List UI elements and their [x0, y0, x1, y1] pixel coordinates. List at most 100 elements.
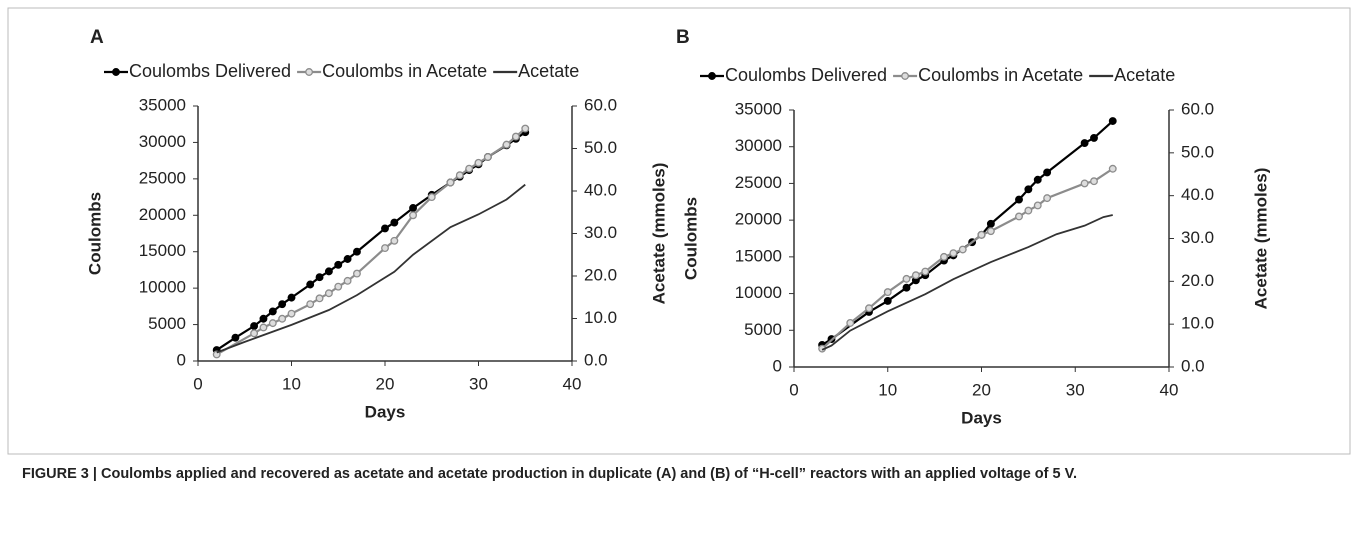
- y-axis-label: Coulombs: [85, 192, 104, 275]
- y-tick-label: 15000: [735, 246, 782, 265]
- y-tick-label: 25000: [735, 173, 782, 192]
- y-axis-label: Coulombs: [681, 197, 700, 280]
- data-point: [1090, 133, 1098, 142]
- y2-tick-label: 20.0: [584, 265, 617, 284]
- legend-marker: [112, 68, 120, 76]
- data-point: [1024, 185, 1033, 194]
- data-point: [334, 260, 343, 269]
- x-tick-label: 20: [972, 380, 991, 399]
- data-point: [502, 140, 511, 149]
- data-point: [921, 267, 930, 276]
- x-tick-label: 30: [469, 374, 488, 393]
- data-point: [353, 247, 361, 256]
- data-point: [1080, 139, 1089, 147]
- data-point: [390, 218, 399, 227]
- y-tick-label: 0: [773, 356, 782, 375]
- data-point: [409, 204, 417, 212]
- legend-label: Coulombs in Acetate: [322, 61, 487, 81]
- data-point: [446, 178, 455, 187]
- data-point: [1033, 175, 1042, 184]
- y2-tick-label: 60.0: [584, 95, 617, 114]
- data-point: [1043, 168, 1052, 177]
- legend-marker: [305, 68, 314, 76]
- data-point: [381, 224, 389, 233]
- x-tick-label: 40: [1160, 380, 1179, 399]
- data-point: [324, 267, 333, 276]
- data-point: [521, 124, 530, 133]
- y-tick-label: 10000: [139, 278, 186, 297]
- series-line: [821, 214, 1113, 351]
- data-point: [883, 296, 892, 305]
- data-point: [1080, 179, 1089, 188]
- data-point: [865, 304, 873, 313]
- legend-label: Coulombs Delivered: [725, 65, 887, 85]
- data-point: [287, 293, 296, 302]
- data-point: [315, 294, 324, 303]
- data-point: [958, 245, 967, 254]
- data-point: [940, 252, 948, 261]
- data-point: [474, 158, 483, 167]
- data-point: [315, 273, 324, 282]
- data-point: [343, 255, 352, 263]
- y-tick-label: 35000: [735, 99, 782, 118]
- data-point: [902, 283, 911, 292]
- legend-label: Coulombs in Acetate: [918, 65, 1083, 85]
- data-point: [902, 274, 911, 283]
- data-point: [1033, 201, 1042, 210]
- data-point: [977, 230, 986, 239]
- data-point: [334, 282, 343, 291]
- data-point: [1090, 177, 1098, 186]
- data-point: [883, 288, 892, 297]
- figure-caption: FIGURE 3 | Coulombs applied and recovere…: [22, 466, 1077, 482]
- x-tick-label: 40: [563, 374, 582, 393]
- x-tick-label: 10: [282, 374, 301, 393]
- y2-tick-label: 30.0: [1181, 228, 1214, 247]
- data-point: [409, 211, 417, 220]
- data-point: [268, 307, 277, 316]
- data-point: [483, 153, 492, 161]
- data-point: [986, 219, 995, 228]
- data-point: [1015, 212, 1023, 221]
- y2-tick-label: 20.0: [1181, 271, 1214, 290]
- data-point: [911, 271, 920, 280]
- legend-label: Acetate: [1114, 65, 1175, 85]
- legend-label: Acetate: [518, 61, 579, 81]
- data-point: [465, 164, 474, 173]
- data-point: [259, 314, 268, 323]
- data-point: [287, 309, 296, 318]
- data-point: [278, 314, 287, 323]
- data-point: [343, 276, 352, 285]
- x-axis-label: Days: [961, 408, 1002, 427]
- data-point: [381, 244, 389, 253]
- y-tick-label: 5000: [148, 314, 186, 333]
- y2-tick-label: 30.0: [584, 223, 617, 242]
- data-point: [511, 132, 520, 141]
- data-point: [949, 249, 958, 258]
- y2-tick-label: 50.0: [584, 138, 617, 157]
- x-tick-label: 0: [193, 374, 202, 393]
- y2-tick-label: 10.0: [1181, 314, 1214, 333]
- data-point: [306, 280, 315, 289]
- data-point: [268, 319, 277, 328]
- data-point: [324, 289, 333, 298]
- x-axis-label: Days: [365, 402, 406, 421]
- data-point: [1043, 194, 1052, 203]
- data-point: [250, 329, 259, 338]
- data-point: [250, 322, 259, 330]
- y-tick-label: 25000: [139, 168, 186, 187]
- y2-tick-label: 40.0: [1181, 185, 1214, 204]
- data-point: [231, 333, 240, 342]
- x-tick-label: 20: [376, 374, 395, 393]
- y-tick-label: 10000: [735, 283, 782, 302]
- y2-axis-label: Acetate (mmoles): [1251, 168, 1270, 310]
- y2-tick-label: 0.0: [1181, 356, 1205, 375]
- legend-label: Coulombs Delivered: [129, 61, 291, 81]
- y-tick-label: 20000: [139, 205, 186, 224]
- data-point: [278, 300, 287, 309]
- data-point: [390, 236, 399, 245]
- legend-marker: [708, 72, 716, 80]
- legend-marker: [901, 72, 910, 80]
- y-tick-label: 30000: [735, 136, 782, 155]
